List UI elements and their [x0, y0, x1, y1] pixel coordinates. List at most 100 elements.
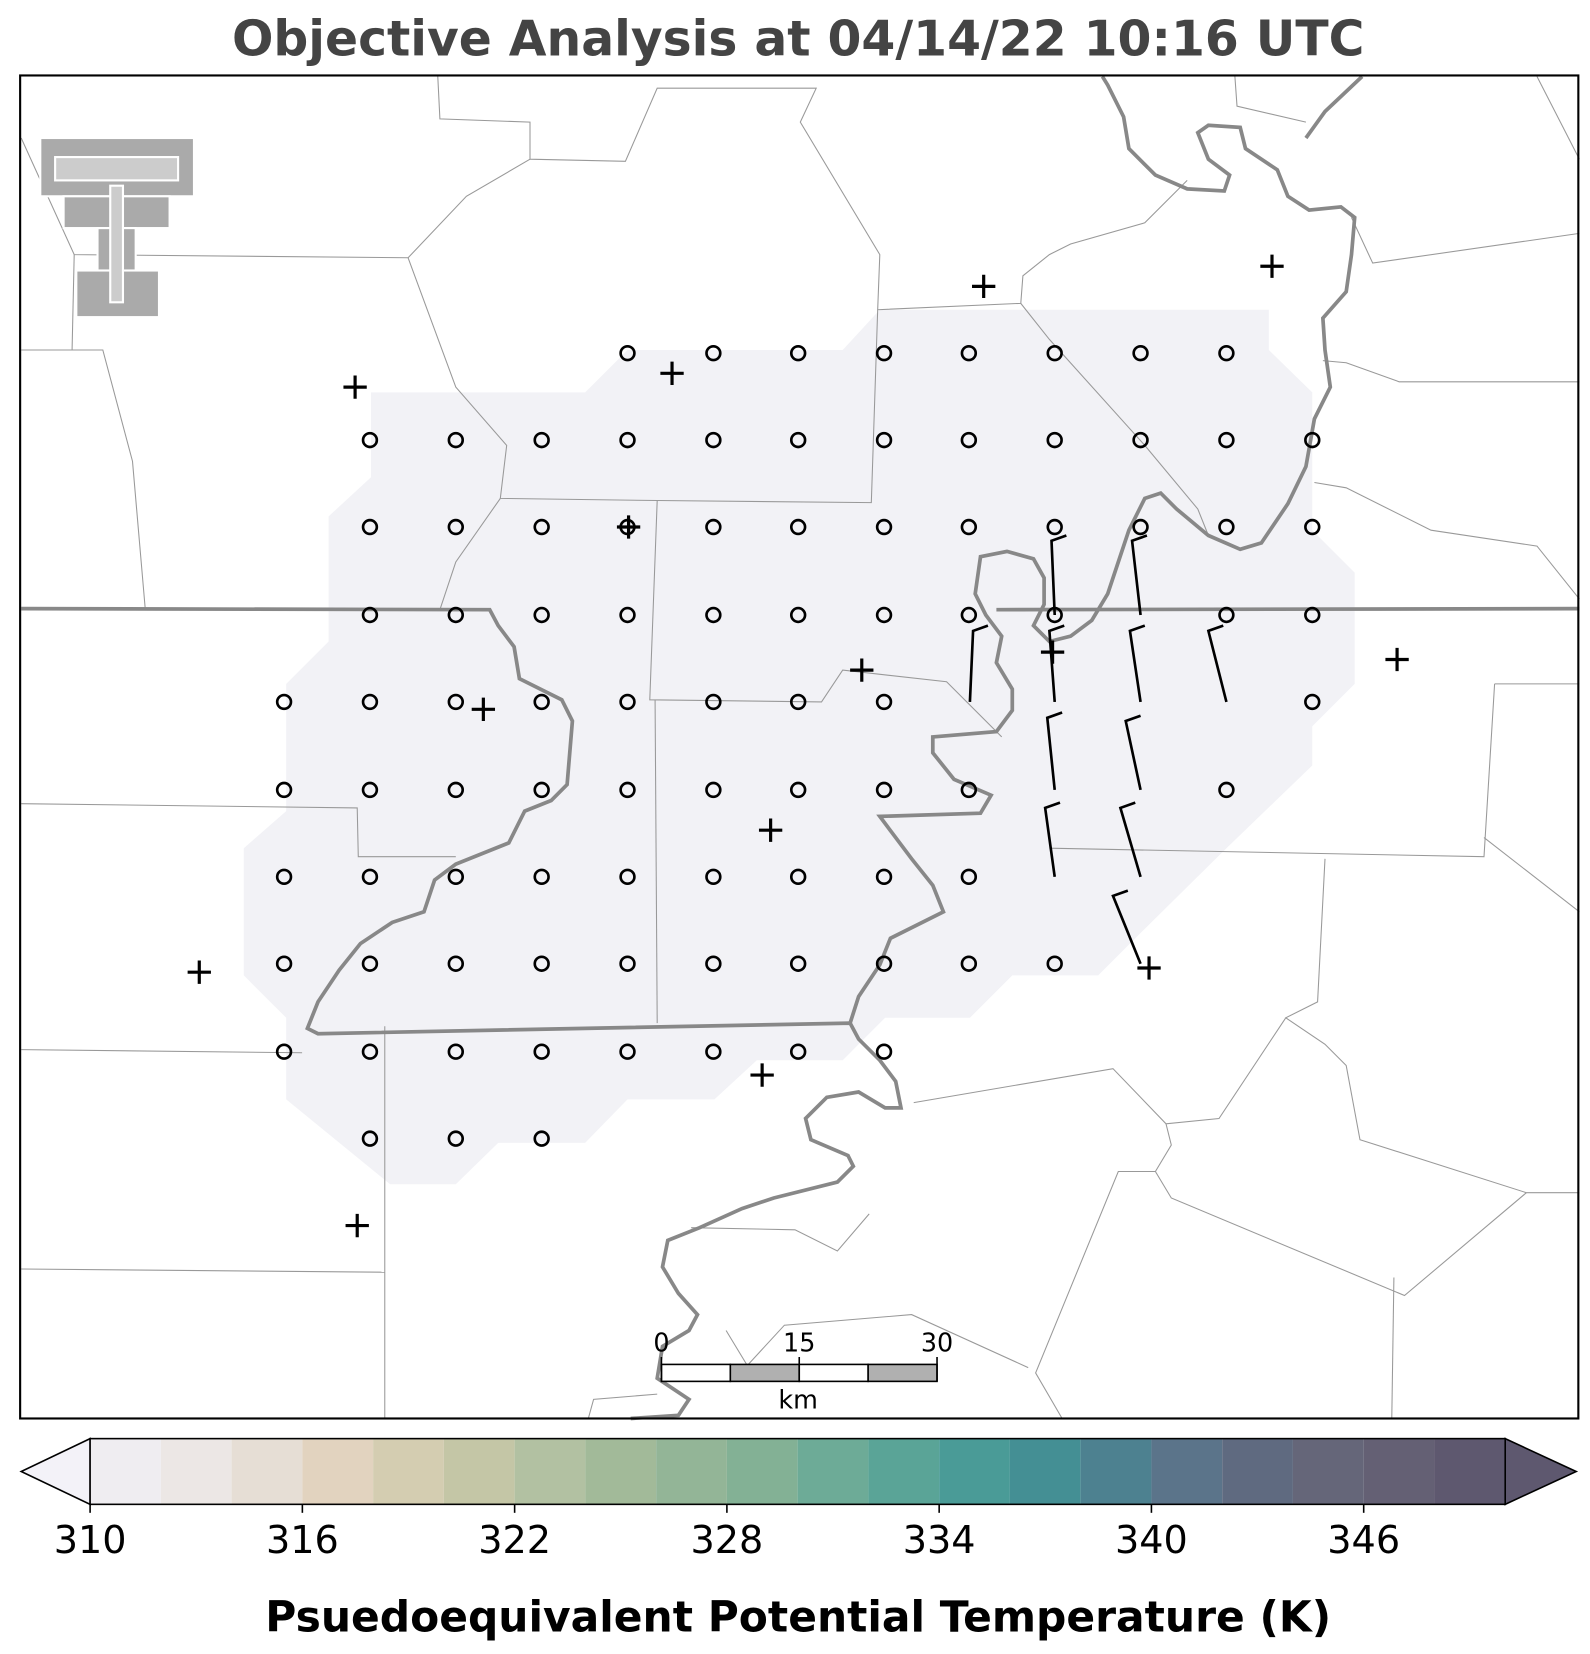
- calm-station: [789, 606, 807, 624]
- scale-tick-label: 30: [921, 1327, 953, 1357]
- calm-station: [705, 868, 722, 886]
- calm-station: [619, 868, 636, 886]
- calm-station: [619, 606, 636, 624]
- colorbar-band: [797, 1438, 869, 1505]
- map: [19, 74, 1580, 1421]
- scale-tick-label: 0: [653, 1327, 669, 1357]
- wind-barb: [1111, 889, 1142, 965]
- calm-station: [789, 781, 807, 799]
- calm-station: [533, 606, 550, 624]
- calm-station: [789, 431, 807, 449]
- calm-station: [361, 1130, 379, 1147]
- colorbar-band: [443, 1438, 515, 1505]
- calm-station: [447, 868, 465, 886]
- colorbar-tick-label: 316: [266, 1518, 339, 1562]
- calm-station: [447, 518, 465, 536]
- colorbar-band: [1151, 1438, 1223, 1505]
- calm-station: [1046, 518, 1063, 536]
- calm-station: [1218, 781, 1235, 799]
- wind-barb: [1128, 624, 1146, 703]
- calm-station: [960, 955, 978, 972]
- calm-station: [789, 868, 807, 886]
- calm-station: [533, 1043, 550, 1060]
- wind-barb: [968, 624, 989, 702]
- title: Objective Analysis at 04/14/22 10:16 UTC: [232, 12, 1364, 68]
- colorbar-tick-label: 346: [1327, 1518, 1400, 1562]
- wind-barb: [1124, 714, 1142, 791]
- colorbar-band: [1080, 1438, 1152, 1505]
- calm-station: [275, 955, 293, 972]
- colorbar-band: [514, 1438, 586, 1505]
- colorbar-band: [1434, 1438, 1506, 1505]
- calm-station: [619, 431, 636, 449]
- wind-barb: [1206, 624, 1228, 703]
- calm-station: [619, 344, 636, 362]
- calm-station: [619, 781, 636, 799]
- calm-station: [960, 868, 978, 886]
- colorbar-tick-label: 322: [478, 1518, 551, 1562]
- calm-station: [1218, 518, 1235, 536]
- station-plus: [758, 818, 783, 842]
- station-plus: [343, 375, 367, 399]
- colorbar-band: [160, 1438, 232, 1505]
- calm-station: [533, 518, 550, 536]
- calm-station: [705, 344, 722, 362]
- station-plus: [1260, 254, 1284, 278]
- calm-station: [447, 693, 465, 711]
- station-plus: [616, 515, 641, 539]
- wind-barb: [1050, 534, 1067, 616]
- calm-station: [705, 518, 722, 536]
- calm-station: [875, 693, 893, 711]
- calm-station: [533, 955, 550, 972]
- station-symbols: [187, 254, 1409, 1238]
- calm-station: [361, 781, 379, 799]
- colorbar-extend-low: [19, 1437, 91, 1506]
- station-plus: [471, 697, 496, 721]
- calm-station: [1046, 431, 1063, 449]
- colorbar-label: Psuedoequivalent Potential Temperature (…: [265, 1592, 1331, 1641]
- calm-station: [875, 431, 893, 449]
- calm-station: [1046, 344, 1063, 362]
- calm-station: [875, 606, 893, 624]
- calm-station: [960, 344, 978, 362]
- calm-station: [447, 1130, 465, 1147]
- scale-segment: [729, 1363, 801, 1383]
- calm-station: [1304, 693, 1321, 711]
- calm-station: [1218, 344, 1235, 362]
- wind-barb: [1048, 624, 1065, 703]
- map-frame: [19, 74, 1580, 1420]
- calm-station: [1132, 431, 1149, 449]
- calm-station: [960, 518, 978, 536]
- calm-station: [789, 1043, 807, 1060]
- calm-station: [447, 781, 465, 799]
- colorbar-tick-label: 340: [1115, 1518, 1188, 1562]
- wind-barb: [1043, 801, 1061, 878]
- calm-station: [447, 955, 465, 972]
- calm-station: [1046, 955, 1063, 972]
- colorbar-band: [231, 1438, 303, 1505]
- calm-station: [275, 693, 293, 711]
- station-plus: [187, 960, 211, 984]
- calm-station: [447, 606, 465, 624]
- colorbar-band: [868, 1438, 940, 1505]
- calm-station: [447, 1043, 465, 1060]
- colorbar: Psuedoequivalent Potential Temperature (…: [19, 1437, 1579, 1641]
- calm-station: [619, 955, 636, 972]
- colorbar-band: [1009, 1438, 1081, 1505]
- colorbar-band: [656, 1438, 727, 1505]
- colorbar-band: [90, 1438, 161, 1505]
- calm-station: [789, 518, 807, 536]
- calm-station: [789, 955, 807, 972]
- colorbar-band: [585, 1438, 657, 1505]
- colorbar-tick-label: 328: [690, 1518, 763, 1562]
- calm-station: [705, 606, 722, 624]
- calm-station: [361, 868, 379, 886]
- calm-station: [705, 781, 722, 799]
- calm-station: [361, 518, 379, 536]
- calm-station: [705, 1043, 722, 1060]
- calm-station: [1304, 518, 1321, 536]
- calm-station: [875, 1043, 893, 1060]
- station-plus: [972, 274, 996, 299]
